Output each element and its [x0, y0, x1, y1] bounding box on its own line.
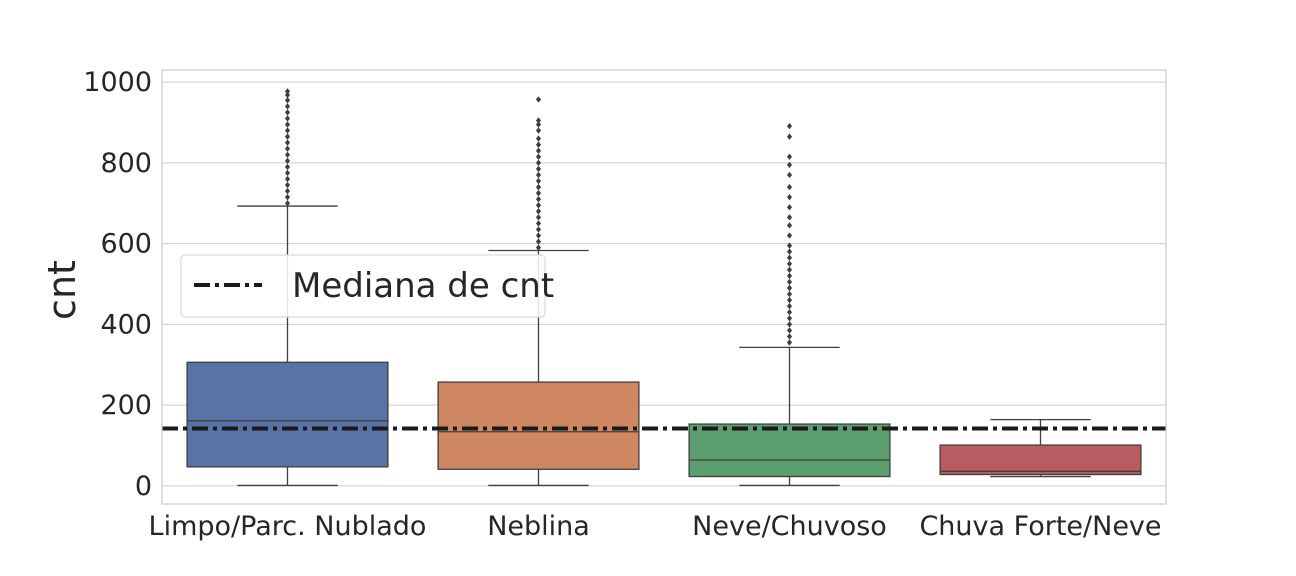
outlier-point	[535, 195, 542, 203]
y-axis-label: cnt	[40, 260, 84, 320]
outlier-point	[786, 242, 793, 249]
outlier-point	[786, 290, 793, 298]
outlier-point	[535, 183, 542, 191]
y-tick-label: 1000	[83, 67, 152, 98]
outlier-point	[786, 248, 793, 255]
y-tick-label: 200	[100, 390, 152, 421]
outlier-point	[786, 214, 793, 221]
outlier-point	[535, 135, 542, 142]
outlier-point	[535, 244, 542, 251]
outlier-point	[284, 109, 291, 116]
outlier-point	[284, 163, 291, 171]
outlier-point	[284, 193, 291, 201]
plot-frame	[161, 69, 1167, 505]
outlier-point	[535, 189, 542, 197]
box-iqr	[437, 381, 640, 470]
outlier-point	[786, 222, 793, 229]
outlier-point	[284, 200, 291, 207]
outlier-point	[786, 133, 793, 140]
outlier-point	[284, 103, 291, 110]
outlier-point	[284, 91, 291, 99]
outlier-point	[535, 147, 542, 154]
outlier-point	[284, 157, 291, 165]
outlier-point	[284, 133, 291, 140]
outlier-point	[284, 121, 291, 128]
outlier-point	[535, 226, 542, 233]
legend-label: Mediana de cnt	[292, 266, 554, 306]
outlier-point	[535, 202, 542, 209]
x-tick-label: Neve/Chuvoso	[692, 511, 887, 542]
outlier-point	[535, 165, 542, 173]
outlier-point	[535, 232, 542, 239]
outlier-point	[284, 145, 291, 152]
outlier-point	[284, 175, 291, 183]
y-tick-label: 0	[135, 471, 152, 502]
outlier-point	[786, 278, 793, 286]
box-group	[688, 122, 891, 487]
box-series	[186, 88, 1142, 487]
outlier-point	[535, 121, 542, 128]
outlier-point	[535, 117, 542, 124]
outlier-point	[786, 122, 793, 130]
outlier-point	[535, 208, 542, 215]
outlier-point	[786, 327, 793, 334]
outlier-point	[786, 309, 793, 316]
y-tick-label: 400	[100, 309, 152, 340]
y-tick-label: 600	[100, 229, 152, 260]
outlier-point	[535, 153, 542, 160]
outlier-point	[786, 232, 793, 239]
outlier-point	[284, 88, 291, 95]
legend-frame	[180, 254, 546, 318]
outlier-point	[786, 333, 793, 340]
outlier-point	[284, 139, 291, 146]
outlier-point	[284, 187, 291, 195]
outlier-point	[786, 193, 793, 201]
outlier-point	[786, 284, 793, 292]
outlier-point	[284, 181, 291, 189]
outlier-point	[535, 177, 542, 185]
outlier-point	[786, 339, 793, 346]
outlier-point	[535, 171, 542, 179]
outlier-point	[535, 159, 542, 167]
outlier-point	[786, 254, 793, 261]
legend: Mediana de cnt	[180, 254, 554, 318]
box-group	[437, 96, 640, 487]
box-iqr	[688, 423, 891, 478]
outlier-point	[284, 97, 291, 104]
outlier-point	[284, 115, 291, 122]
outlier-point	[786, 260, 793, 267]
outlier-point	[535, 96, 542, 103]
outlier-point	[786, 296, 793, 304]
outlier-point	[284, 127, 291, 134]
outlier-point	[786, 183, 793, 191]
outlier-point	[535, 214, 542, 221]
box-iqr	[186, 361, 389, 468]
outlier-point	[284, 169, 291, 177]
x-tick-label: Neblina	[487, 511, 590, 542]
x-axis-ticks: Limpo/Parc. Nublado Neblina Neve/Chuvoso Ch…	[149, 511, 1162, 542]
outlier-point	[786, 171, 793, 179]
y-tick-label: 800	[100, 148, 152, 179]
y-axis-ticks: 0 200 400 600 800 1000	[83, 67, 152, 502]
x-tick-label: Chuva Forte/Neve	[919, 511, 1161, 542]
outlier-point	[535, 141, 542, 148]
outlier-point	[786, 321, 793, 328]
outlier-point	[284, 151, 291, 158]
outlier-point	[535, 238, 542, 245]
outlier-point	[786, 266, 793, 274]
outlier-point	[786, 153, 793, 160]
box-iqr	[939, 444, 1142, 476]
outlier-point	[786, 315, 793, 322]
box-group	[186, 88, 389, 487]
outlier-point	[786, 272, 793, 280]
box-group	[939, 418, 1142, 478]
outlier-point	[535, 220, 542, 227]
outlier-point	[786, 204, 793, 211]
outlier-point	[535, 127, 542, 134]
outlier-point	[786, 161, 793, 169]
x-tick-label: Limpo/Parc. Nublado	[149, 511, 427, 542]
outlier-point	[786, 302, 793, 310]
